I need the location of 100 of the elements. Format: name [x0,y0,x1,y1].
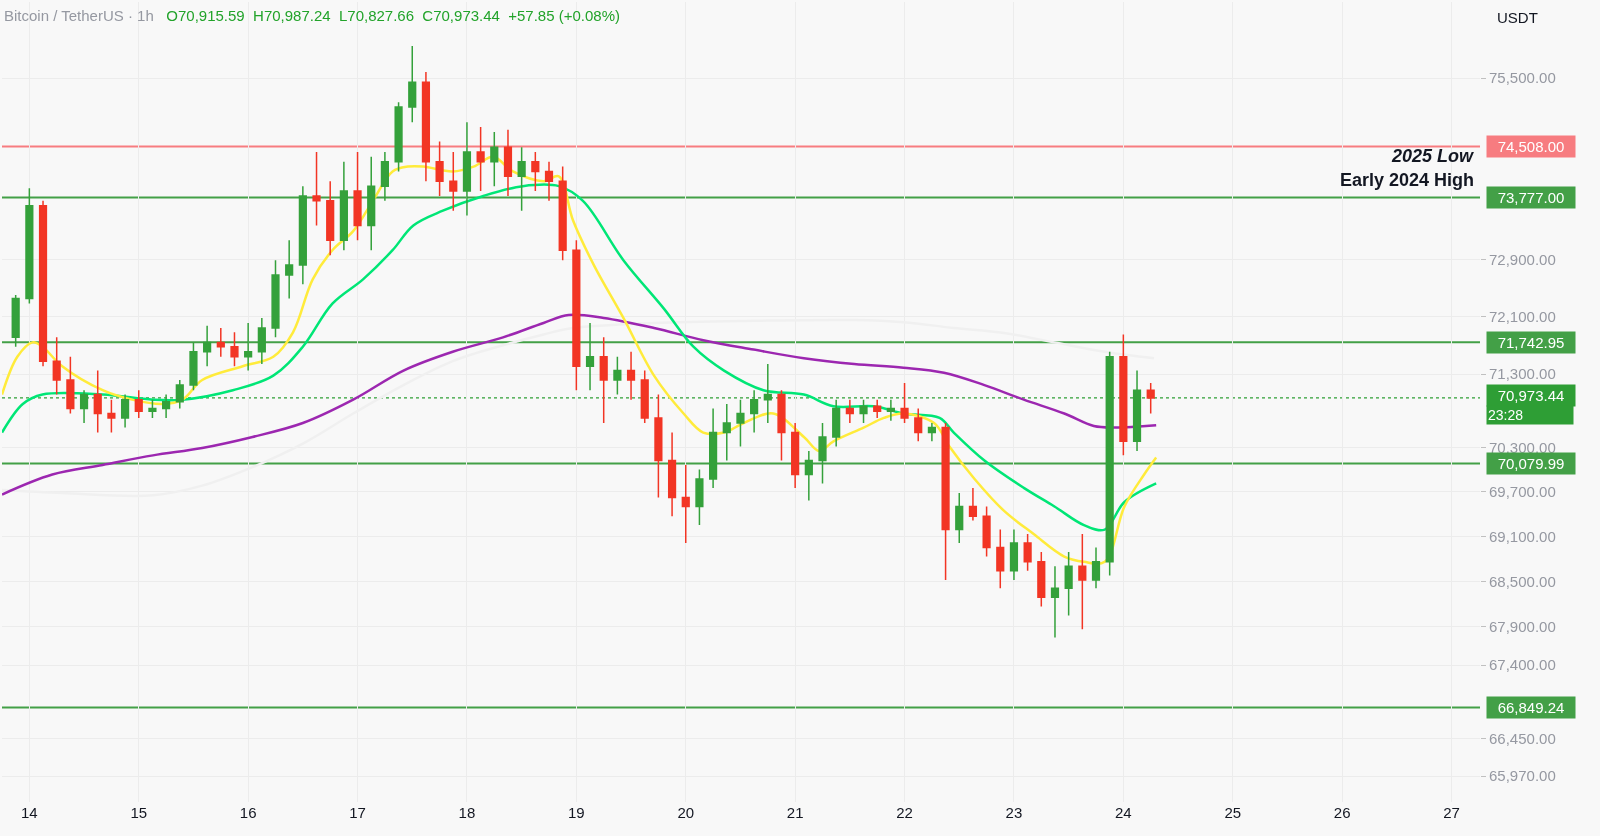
candlestick [25,187,34,305]
candlestick [517,146,526,212]
candlestick [326,180,335,256]
text: 23:28 [1488,407,1524,423]
annotation: Early 2024 High [1340,170,1475,190]
candlestick [38,200,48,367]
candlestick [955,492,964,544]
candlestick [544,160,554,202]
candlestick [585,322,595,391]
candlestick [531,151,540,192]
x-tick-label: 22 [896,804,913,821]
candlestick [1064,551,1073,617]
ref-line-label: 66,849.24 [1497,699,1565,716]
y-tick-label: 72,900.00 [1489,250,1556,268]
candlestick [667,431,677,517]
candlestick [695,468,704,526]
y-tick-label: 68,500.00 [1489,572,1556,590]
x-tick-label: 14 [21,804,38,821]
candlestick [380,151,389,202]
x-tick-label: 24 [1115,804,1132,821]
candlestick [271,259,280,339]
candlestick [873,398,882,419]
x-tick-label: 18 [458,804,476,821]
candlestick [1009,528,1019,581]
ref-line-label: 70,973.44 [1497,387,1565,404]
candlestick [968,487,978,522]
candlestick [681,464,690,544]
candlestick [189,341,198,391]
x-tick-label: 17 [349,804,366,821]
candlestick [572,239,581,391]
candlestick [244,322,253,372]
candlestick [1037,551,1046,608]
x-tick-label: 21 [786,804,804,821]
candlestick [476,126,485,192]
candlestick [449,151,458,212]
candlestick [312,151,321,227]
y-tick-label: 67,900.00 [1489,618,1556,636]
y-tick-label: 75,500.00 [1489,69,1556,87]
candlestick [1050,565,1060,639]
candlestick [1023,533,1032,572]
x-tick-label: 16 [239,804,257,821]
y-tick-label: 69,700.00 [1489,482,1556,500]
ref-line-label: 74,508.00 [1497,138,1565,155]
candlestick [490,131,499,187]
candlestick [421,71,431,183]
chart-subtitle: O70,915.59 H70,987.24 L70,827.66 C70,973.44 +57.85 (+0.08%) [166,7,620,24]
candlestick [982,505,991,558]
candlestick [107,398,116,434]
annotation: 2025 Low [1391,146,1475,166]
ref-line-label: 70,079.99 [1497,455,1565,472]
candlestick [1146,382,1155,415]
candlestick [353,151,362,242]
candlestick [339,160,348,251]
candlestick [927,422,936,443]
y-tick-label: 69,100.00 [1489,527,1556,545]
x-tick-label: 15 [130,804,148,821]
candlestick [1091,546,1101,589]
candlestick [558,165,567,261]
candlestick [394,101,403,173]
candlestick [654,393,663,499]
candlestick [66,356,75,415]
candlestick [709,407,718,489]
candlestick [1119,333,1128,457]
x-tick-label: 19 [568,804,585,821]
candlestick [435,140,444,197]
candlestick [408,45,417,123]
candlestick [900,382,909,424]
y-tick-label: 72,100.00 [1489,307,1556,325]
y-axis-title: USDT [1497,9,1538,26]
x-tick-label: 20 [677,804,695,821]
x-tick-label: 23 [1005,804,1023,821]
chart-title: Bitcoin / TetherUS · 1h [4,7,154,24]
candlestick [175,379,184,410]
candlestick [52,336,61,396]
x-tick-label: 26 [1333,804,1351,821]
candlestick [613,356,622,396]
candlestick [791,422,800,489]
candlestick [216,327,225,358]
candlestick [941,422,950,581]
ref-line-label: 73,777.00 [1497,189,1565,206]
candlestick [914,407,923,443]
y-tick-label: 71,300.00 [1489,365,1556,383]
y-tick-label: 67,400.00 [1489,656,1556,674]
candlestick [148,398,157,419]
candlestick [203,325,212,367]
candlestick [462,121,472,217]
candlestick [599,336,608,424]
candlestick [722,403,731,462]
ref-line-label: 71,742.95 [1497,334,1565,351]
candlestick [257,317,266,365]
candlestick [11,294,20,348]
candlestick [804,450,813,502]
candlestick [818,422,827,485]
candlestick [845,398,854,424]
y-tick-label: 65,970.00 [1489,767,1556,785]
candlestick [996,528,1005,589]
candlestick [285,239,294,300]
candlestick [1078,533,1087,630]
candlestick [298,185,307,286]
candlestick [640,369,649,424]
